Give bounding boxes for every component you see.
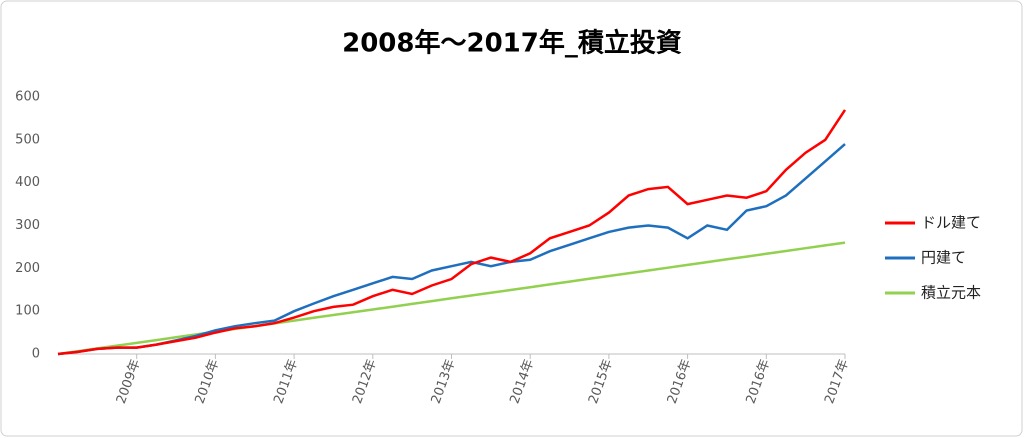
series-line: [57, 109, 847, 356]
chart-title: 2008年～2017年_積立投資: [342, 28, 682, 59]
legend-label: 円建て: [921, 249, 966, 267]
y-tick-label: 200: [15, 261, 40, 276]
y-tick-label: 500: [15, 132, 40, 147]
series-line: [57, 241, 846, 356]
legend-label: ドル建て: [921, 214, 981, 232]
y-tick-label: 600: [15, 90, 40, 105]
y-tick-label: 0: [32, 347, 40, 362]
y-tick-label: 400: [15, 175, 40, 190]
series-line: [57, 143, 846, 356]
legend-label: 積立元本: [921, 284, 981, 302]
y-tick-label: 100: [15, 304, 40, 319]
y-tick-label: 300: [15, 218, 40, 233]
